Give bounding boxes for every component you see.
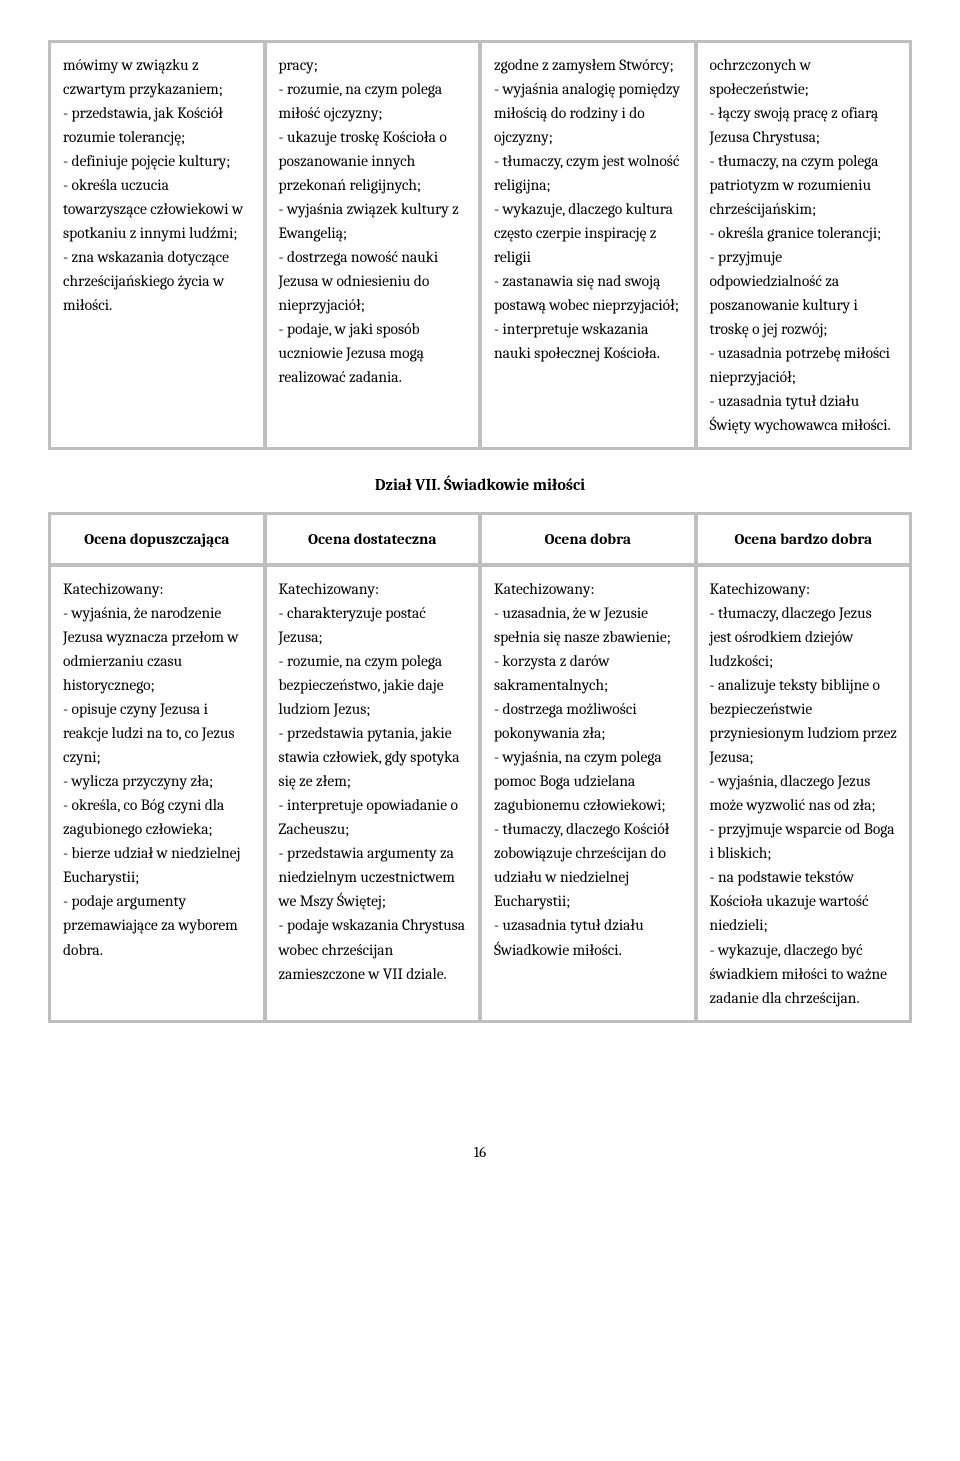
cell-col1: Katechizowany: - wyjaśnia, że narodzenie… — [50, 566, 264, 1020]
cell-text: Katechizowany: - uzasadnia, że w Jezusie… — [494, 580, 673, 958]
header-col1: Ocena dopuszczająca — [50, 514, 264, 564]
cell-text: Katechizowany: - charakteryzuje postać J… — [279, 580, 469, 982]
table-row: Katechizowany: - wyjaśnia, że narodzenie… — [50, 566, 910, 1020]
table-header-row: Ocena dopuszczająca Ocena dostateczna Oc… — [50, 514, 910, 564]
table-continuation: mówimy w związku z czwartym przykazaniem… — [48, 40, 912, 450]
cell-text: Katechizowany: - wyjaśnia, że narodzenie… — [63, 580, 244, 958]
header-col2: Ocena dostateczna — [266, 514, 480, 564]
section-title: Dział VII. Świadkowie miłości — [48, 476, 912, 494]
cell-text: Katechizowany: - tłumaczy, dlaczego Jezu… — [710, 580, 901, 1006]
cell-col4: ochrzczonych w społeczeństwie; - łączy s… — [697, 42, 911, 448]
table-grades: Ocena dopuszczająca Ocena dostateczna Oc… — [48, 512, 912, 1022]
cell-text: ochrzczonych w społeczeństwie; - łączy s… — [710, 56, 894, 434]
cell-col2: Katechizowany: - charakteryzuje postać J… — [266, 566, 480, 1020]
cell-text: mówimy w związku z czwartym przykazaniem… — [63, 56, 247, 314]
header-col3: Ocena dobra — [481, 514, 695, 564]
cell-col3: Katechizowany: - uzasadnia, że w Jezusie… — [481, 566, 695, 1020]
cell-col1: mówimy w związku z czwartym przykazaniem… — [50, 42, 264, 448]
header-col4: Ocena bardzo dobra — [697, 514, 911, 564]
cell-col2: pracy; - rozumie, na czym polega miłość … — [266, 42, 480, 448]
cell-col3: zgodne z zamysłem Stwórcy; - wyjaśnia an… — [481, 42, 695, 448]
cell-text: zgodne z zamysłem Stwórcy; - wyjaśnia an… — [494, 56, 683, 362]
page-number: 16 — [48, 1143, 912, 1161]
cell-col4: Katechizowany: - tłumaczy, dlaczego Jezu… — [697, 566, 911, 1020]
cell-text: pracy; - rozumie, na czym polega miłość … — [279, 56, 463, 386]
table-row: mówimy w związku z czwartym przykazaniem… — [50, 42, 910, 448]
